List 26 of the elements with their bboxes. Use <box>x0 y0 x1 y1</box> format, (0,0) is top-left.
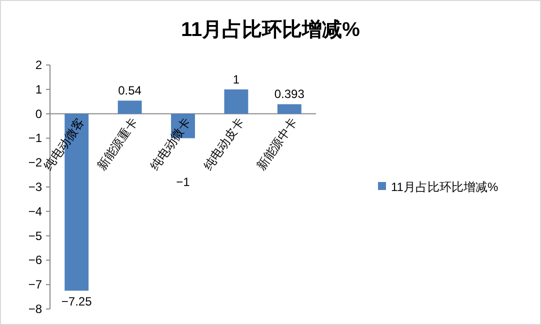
data-label: −1 <box>176 174 190 189</box>
x-tick-label: 纯电动皮卡 <box>200 115 247 173</box>
y-tick-label: −1 <box>28 131 42 146</box>
chart-title: 11月占比环比增减% <box>181 19 360 41</box>
y-tick-label: −5 <box>28 228 42 243</box>
y-tick-label: −7 <box>28 278 42 292</box>
x-tick-label: 新能源重卡 <box>94 115 140 173</box>
y-tick-label: −4 <box>28 204 42 218</box>
data-label: 0.393 <box>274 87 305 102</box>
x-tick-label: 新能源中卡 <box>254 115 300 173</box>
x-tick-label: 纯电动微客 <box>41 115 88 173</box>
bar <box>224 89 248 114</box>
bar <box>118 100 142 114</box>
y-tick-label: −2 <box>28 156 42 170</box>
data-label: 0.54 <box>118 84 142 98</box>
data-label: 1 <box>232 72 240 86</box>
y-tick-label: −6 <box>28 253 42 268</box>
bar <box>277 104 302 114</box>
y-tick-label: 2 <box>35 58 42 72</box>
x-tick-label: 纯电动微卡 <box>148 115 194 173</box>
legend-label: 11月占比环比增减% <box>391 180 498 194</box>
y-tick-label: −8 <box>28 302 42 316</box>
y-tick-label: 1 <box>35 82 42 96</box>
y-tick-label: −3 <box>28 180 42 194</box>
data-label: −7.25 <box>61 294 92 309</box>
y-tick-label: 0 <box>35 106 42 121</box>
